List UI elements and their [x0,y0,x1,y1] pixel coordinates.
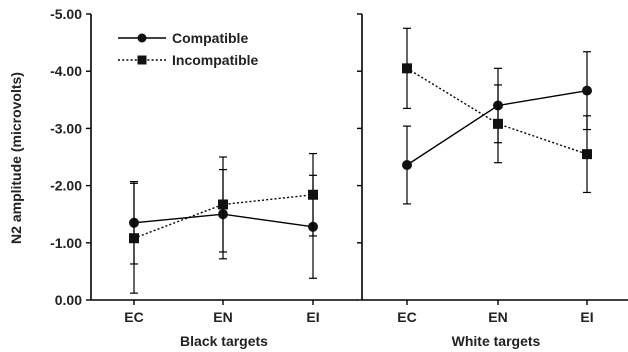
legend-incompatible-marker [137,55,147,65]
data-point-incompatible [218,199,228,210]
y-tick-label: -3.00 [50,120,82,136]
data-point-incompatible [402,63,412,74]
data-point-compatible [582,85,592,96]
y-tick-label: -5.00 [50,6,82,22]
x-axis-title-black-targets: Black targets [180,333,268,349]
data-point-incompatible [308,189,318,200]
x-tick-label-ec: EC [397,309,416,325]
y-tick-label: -4.00 [50,63,82,79]
y-tick-label: -2.00 [50,178,82,194]
x-tick-label-en: EN [488,309,507,325]
series-line-incompatible-panel-1 [406,67,588,155]
legend: Compatible Incompatible [118,30,259,68]
legend-compatible-label: Compatible [172,30,248,46]
data-point-incompatible [493,118,503,129]
x-tick-label-ei: EI [306,309,319,325]
x-tick-label-en: EN [213,309,232,325]
legend-compatible-marker [137,33,147,43]
data-point-incompatible [582,149,592,160]
y-tick-label: -1.00 [50,235,82,251]
legend-incompatible-label: Incompatible [172,52,259,68]
data-point-compatible [402,160,412,171]
y-axis-title: N2 amplitude (microvolts) [8,72,24,244]
y-tick-label: 0.00 [55,292,82,308]
axes-layer: 0.00 -1.00 -2.00 -3.00 -4.00 -5.00 EC EN EI EC EN E… [50,6,628,325]
series-layer [129,27,592,294]
series-line-incompatible-panel-0 [133,194,314,239]
x-tick-label-ec: EC [124,309,143,325]
x-axis-title-white-targets: White targets [452,333,541,349]
data-point-incompatible [129,233,139,244]
x-tick-label-ei: EI [580,309,593,325]
